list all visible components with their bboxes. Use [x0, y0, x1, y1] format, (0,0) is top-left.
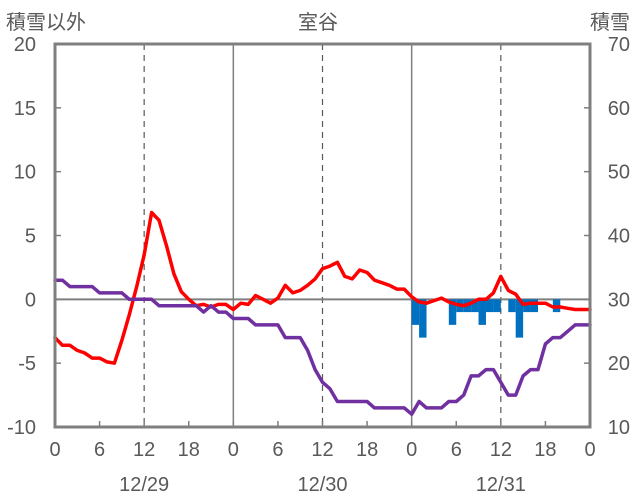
left-y-tick-label: 20 [14, 34, 36, 56]
left-y-tick-label: -10 [7, 417, 36, 439]
bar [419, 299, 427, 338]
left-y-tick-label: 10 [14, 162, 36, 184]
x-tick-label: 18 [534, 439, 556, 461]
plot-frame [53, 42, 592, 429]
left-y-tick-label: -5 [18, 353, 36, 375]
left-y-tick-label: 15 [14, 98, 36, 120]
date-label: 12/29 [119, 474, 169, 496]
x-tick-label: 6 [451, 439, 462, 461]
series-line-purple [53, 278, 592, 416]
right-y-tick-label: 60 [608, 98, 630, 120]
bar [478, 299, 486, 325]
bar [448, 299, 457, 325]
x-tick-label: 18 [178, 439, 200, 461]
x-tick-label: 0 [584, 439, 595, 461]
x-tick-label: 0 [49, 439, 60, 461]
right-axis-title: 積雪 [590, 12, 630, 34]
right-y-tick-label: 50 [608, 162, 630, 184]
bar [411, 299, 420, 325]
x-tick-label: 0 [406, 439, 417, 461]
x-tick-label: 18 [356, 439, 378, 461]
left-y-tick-label: 0 [25, 289, 36, 311]
bar [485, 299, 494, 313]
x-tick-label: 0 [228, 439, 239, 461]
x-tick-label: 12 [490, 439, 512, 461]
right-y-tick-label: 10 [608, 417, 630, 439]
bar [530, 299, 538, 313]
chart-title: 室谷 [298, 12, 338, 34]
date-label: 12/30 [297, 474, 347, 496]
left-axis-title: 積雪以外 [6, 12, 86, 34]
bar [515, 299, 524, 338]
right-y-tick-label: 30 [608, 289, 630, 311]
right-y-tick-label: 70 [608, 34, 630, 56]
bar [508, 299, 516, 313]
right-y-tick-label: 40 [608, 226, 630, 248]
bar [493, 299, 501, 313]
series-line-red [53, 210, 592, 365]
bar [523, 299, 531, 313]
bar [471, 299, 479, 313]
left-y-tick-label: 5 [25, 226, 36, 248]
x-tick-label: 6 [94, 439, 105, 461]
x-tick-label: 12 [133, 439, 155, 461]
right-y-tick-label: 20 [608, 353, 630, 375]
date-label: 12/31 [476, 474, 526, 496]
x-tick-label: 12 [311, 439, 333, 461]
x-tick-label: 6 [272, 439, 283, 461]
